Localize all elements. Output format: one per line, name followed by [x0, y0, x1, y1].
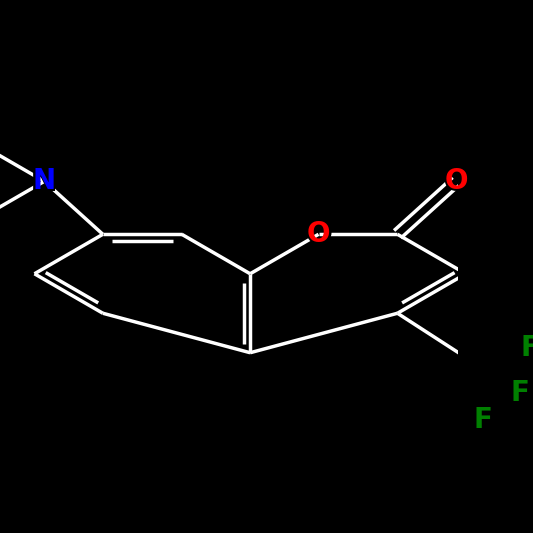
Text: F: F: [474, 407, 492, 434]
Text: F: F: [472, 404, 495, 437]
Text: F: F: [511, 378, 530, 407]
Text: N: N: [30, 165, 59, 198]
Text: O: O: [307, 220, 330, 248]
Text: F: F: [521, 334, 533, 361]
Text: N: N: [33, 167, 56, 195]
Text: O: O: [444, 167, 468, 195]
Text: O: O: [304, 218, 333, 251]
Text: F: F: [508, 376, 531, 409]
Text: F: F: [519, 331, 533, 364]
Text: O: O: [442, 165, 470, 198]
